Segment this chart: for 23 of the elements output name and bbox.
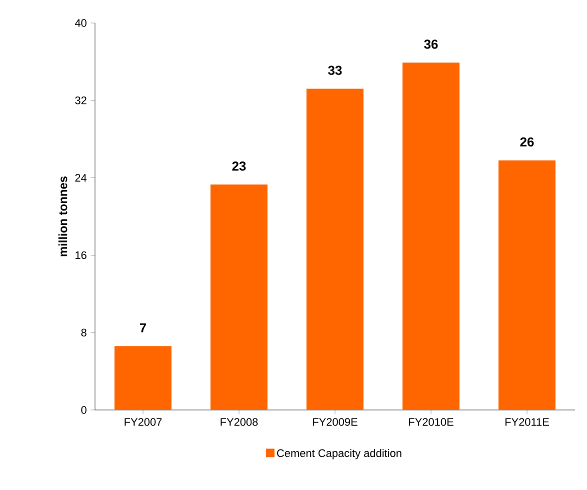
- bar: [114, 346, 172, 410]
- data-label: 33: [328, 66, 342, 75]
- y-tick-label: 24: [75, 174, 87, 182]
- data-label: 7: [140, 323, 146, 332]
- data-label: 23: [232, 162, 246, 171]
- x-tick-label: FY2009E: [313, 418, 358, 426]
- data-label: 36: [424, 40, 438, 49]
- y-tick-label: 40: [74, 19, 86, 27]
- x-tick-label: FY2010E: [409, 418, 454, 426]
- y-axis-title: million tonnes: [58, 176, 68, 256]
- y-tick-label: 0: [81, 406, 86, 414]
- bar: [210, 184, 268, 410]
- y-tick-label: 32: [75, 96, 86, 104]
- bar: [306, 88, 364, 410]
- legend-label: Cement Capacity addition: [277, 449, 402, 460]
- y-tick-label: 16: [76, 251, 86, 260]
- bar: [402, 62, 460, 410]
- x-tick-label: FY2008: [220, 418, 258, 426]
- bar: [498, 160, 556, 410]
- x-tick-label: FY2007: [124, 418, 162, 426]
- y-tick-label: 8: [81, 328, 86, 336]
- x-tick-label: FY2011E: [505, 418, 549, 426]
- data-label: 26: [520, 137, 534, 147]
